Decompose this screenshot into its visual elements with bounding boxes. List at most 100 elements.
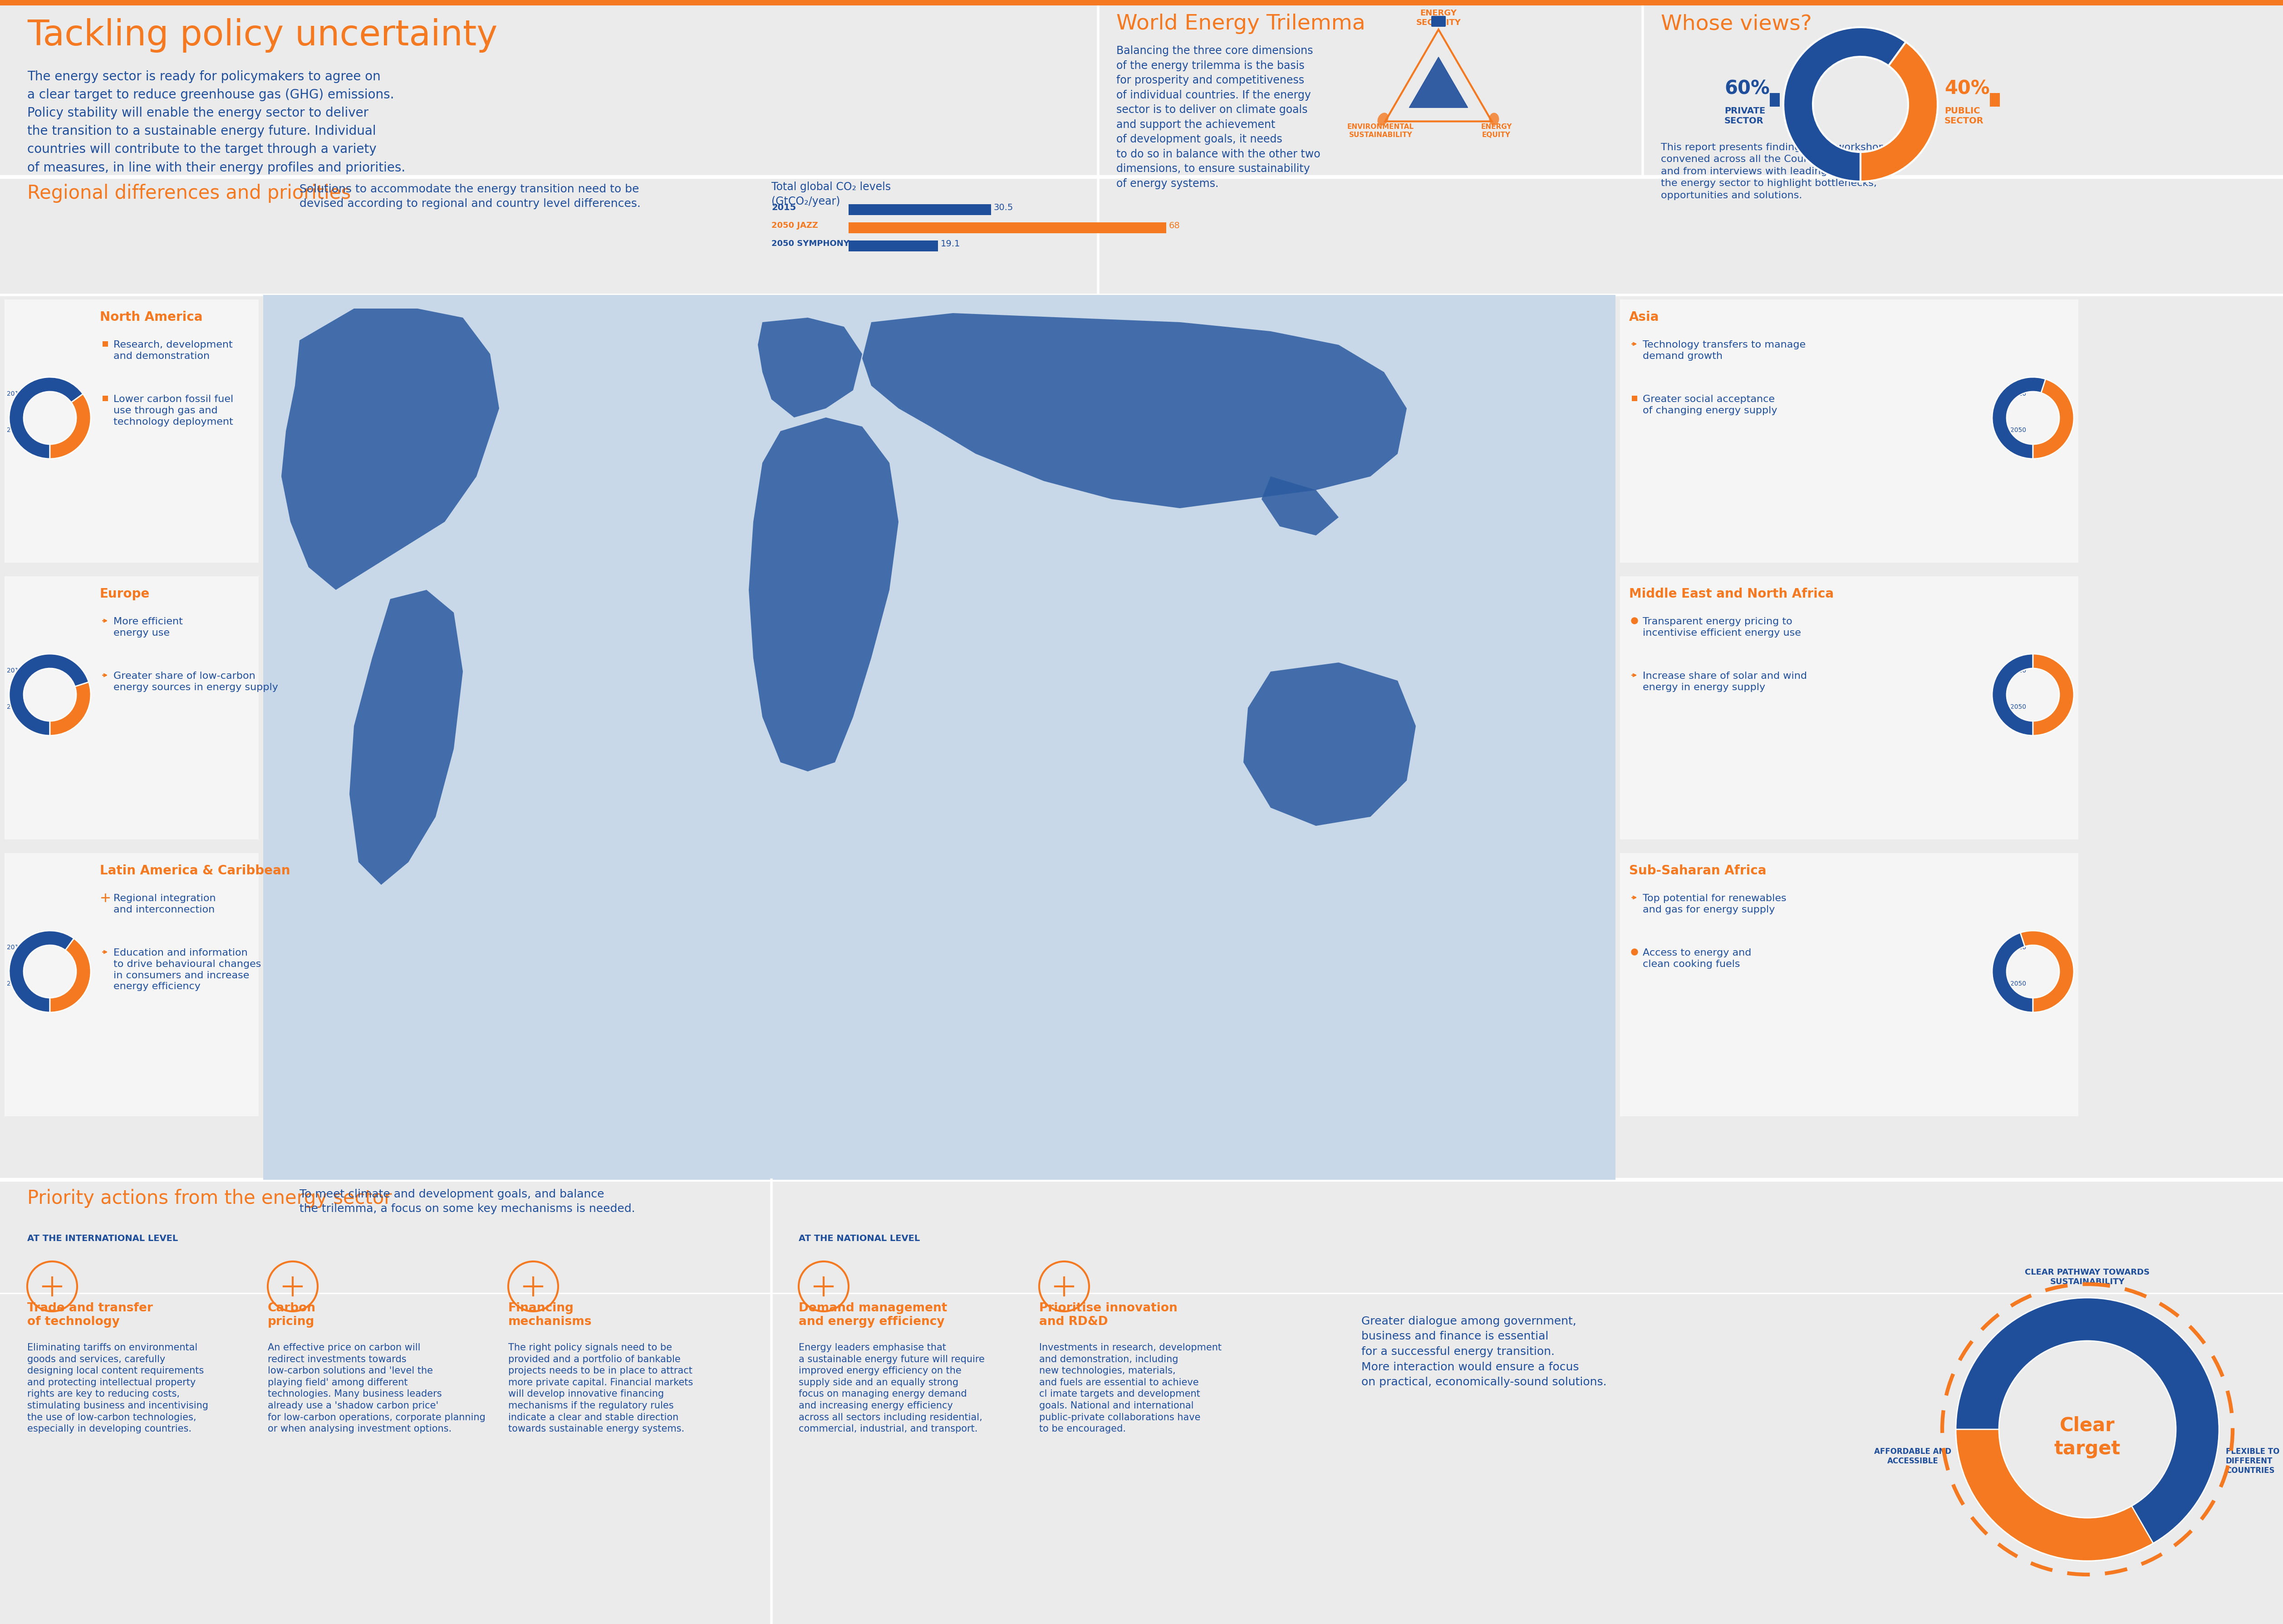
Text: Lower carbon fossil fuel
use through gas and
technology deployment: Lower carbon fossil fuel use through gas… (114, 395, 233, 427)
Text: AFFORDABLE AND
ACCESSIBLE: AFFORDABLE AND ACCESSIBLE (1874, 1447, 1952, 1465)
Text: Prioritise innovation
and RD&D: Prioritise innovation and RD&D (1039, 1302, 1178, 1328)
Text: Greater share of low-carbon
energy sources in energy supply: Greater share of low-carbon energy sourc… (114, 672, 279, 692)
Bar (263, 296, 1616, 1179)
Wedge shape (1861, 42, 1938, 182)
Text: Greater dialogue among government,
business and finance is essential
for a succe: Greater dialogue among government, busin… (1361, 1315, 1607, 1387)
Wedge shape (50, 939, 91, 1012)
Wedge shape (1993, 932, 2032, 1012)
Circle shape (1630, 948, 1637, 955)
Bar (1621, 853, 2078, 1116)
Bar (849, 240, 938, 252)
Wedge shape (9, 654, 89, 736)
Text: PRIVATE
SECTOR: PRIVATE SECTOR (1724, 107, 1765, 125)
Bar (103, 396, 107, 401)
Ellipse shape (1377, 112, 1388, 125)
Wedge shape (9, 377, 82, 458)
Text: 40%: 40% (1945, 80, 1991, 99)
Bar (1632, 396, 1637, 401)
Text: Solutions to accommodate the energy transition need to be
devised according to r: Solutions to accommodate the energy tran… (299, 184, 642, 209)
Text: 2050: 2050 (2011, 427, 2025, 434)
Text: 2050: 2050 (2011, 703, 2025, 710)
Wedge shape (1993, 654, 2032, 736)
Wedge shape (9, 931, 73, 1012)
Text: Regional differences and priorities: Regional differences and priorities (27, 184, 352, 203)
Polygon shape (863, 313, 1406, 508)
Text: Regional integration
and interconnection: Regional integration and interconnection (114, 893, 217, 914)
Wedge shape (1957, 1298, 2219, 1561)
Text: To meet climate and development goals, and balance
the trilemma, a focus on some: To meet climate and development goals, a… (299, 1189, 635, 1215)
Text: 2050: 2050 (2011, 981, 2025, 987)
Wedge shape (2032, 654, 2073, 736)
Bar (1621, 577, 2078, 840)
Polygon shape (1409, 57, 1468, 107)
Text: 30.5: 30.5 (993, 203, 1014, 211)
Text: 2050: 2050 (7, 703, 23, 710)
Text: More efficient
energy use: More efficient energy use (114, 617, 183, 638)
Text: 2010: 2010 (7, 391, 23, 396)
Text: 2010: 2010 (2011, 667, 2027, 674)
Wedge shape (1783, 28, 1906, 182)
Polygon shape (349, 590, 463, 885)
Text: CLEAR PATHWAY TOWARDS
SUSTAINABILITY: CLEAR PATHWAY TOWARDS SUSTAINABILITY (2025, 1268, 2151, 1286)
Text: Tackling policy uncertainty: Tackling policy uncertainty (27, 18, 498, 52)
Polygon shape (758, 318, 863, 417)
Text: Financing
mechanisms: Financing mechanisms (509, 1302, 591, 1328)
Polygon shape (281, 309, 500, 590)
Polygon shape (1244, 663, 1415, 827)
Text: Investments in research, development
and demonstration, including
new technologi: Investments in research, development and… (1039, 1343, 1221, 1434)
Text: Balancing the three core dimensions
of the energy trilemma is the basis
for pros: Balancing the three core dimensions of t… (1116, 45, 1320, 188)
Wedge shape (1993, 377, 2046, 458)
Text: Whose views?: Whose views? (1660, 13, 1813, 34)
Bar (849, 205, 991, 214)
Text: The energy sector is ready for policymakers to agree on
a clear target to reduce: The energy sector is ready for policymak… (27, 70, 406, 174)
Text: 2010: 2010 (2011, 391, 2027, 396)
Text: Carbon
pricing: Carbon pricing (267, 1302, 315, 1328)
Wedge shape (2032, 378, 2073, 458)
Bar (5, 299, 258, 562)
Bar (1769, 93, 1781, 107)
Text: 2050: 2050 (7, 981, 23, 987)
Text: Transparent energy pricing to
incentivise efficient energy use: Transparent energy pricing to incentivis… (1644, 617, 1801, 638)
Text: North America: North America (100, 310, 203, 323)
Text: Trade and transfer
of technology: Trade and transfer of technology (27, 1302, 153, 1328)
Text: 2010: 2010 (7, 944, 23, 950)
Text: 19.1: 19.1 (941, 240, 961, 248)
Polygon shape (749, 417, 900, 771)
Text: Clear
target: Clear target (2055, 1416, 2121, 1458)
Text: 2050 SYMPHONY: 2050 SYMPHONY (772, 240, 849, 248)
Bar (0, 0, 2283, 5)
Wedge shape (50, 682, 91, 736)
Bar (103, 341, 107, 346)
Text: The right policy signals need to be
provided and a portfolio of bankable
project: The right policy signals need to be prov… (509, 1343, 694, 1434)
Text: 68: 68 (1169, 221, 1180, 231)
Text: Europe: Europe (100, 588, 151, 601)
Text: FLEXIBLE TO
DIFFERENT
COUNTRIES: FLEXIBLE TO DIFFERENT COUNTRIES (2226, 1447, 2278, 1475)
Bar (5, 577, 258, 840)
Text: ENERGY
SECURITY: ENERGY SECURITY (1415, 10, 1461, 26)
Text: 2015: 2015 (772, 203, 797, 211)
Text: Eliminating tariffs on environmental
goods and services, carefully
designing loc: Eliminating tariffs on environmental goo… (27, 1343, 208, 1434)
Text: 2050: 2050 (7, 427, 23, 434)
Text: Technology transfers to manage
demand growth: Technology transfers to manage demand gr… (1644, 341, 1806, 361)
Ellipse shape (1489, 112, 1500, 125)
Bar (849, 222, 1167, 234)
Text: Greater social acceptance
of changing energy supply: Greater social acceptance of changing en… (1644, 395, 1776, 416)
Text: Top potential for renewables
and gas for energy supply: Top potential for renewables and gas for… (1644, 893, 1785, 914)
Text: ENVIRONMENTAL
SUSTAINABILITY: ENVIRONMENTAL SUSTAINABILITY (1347, 123, 1413, 138)
Bar (5, 853, 258, 1116)
Text: Energy leaders emphasise that
a sustainable energy future will require
improved : Energy leaders emphasise that a sustaina… (799, 1343, 984, 1434)
Text: Priority actions from the energy sector: Priority actions from the energy sector (27, 1189, 393, 1208)
Circle shape (1630, 617, 1637, 624)
Text: Asia: Asia (1630, 310, 1660, 323)
Text: 2010: 2010 (7, 667, 23, 674)
Text: Sub-Saharan Africa: Sub-Saharan Africa (1630, 864, 1767, 877)
Text: AT THE NATIONAL LEVEL: AT THE NATIONAL LEVEL (799, 1234, 920, 1242)
Text: AT THE INTERNATIONAL LEVEL: AT THE INTERNATIONAL LEVEL (27, 1234, 178, 1242)
Text: ENERGY
EQUITY: ENERGY EQUITY (1482, 123, 1511, 138)
Text: Demand management
and energy efficiency: Demand management and energy efficiency (799, 1302, 947, 1328)
Text: Research, development
and demonstration: Research, development and demonstration (114, 341, 233, 361)
Text: 2050 JAZZ: 2050 JAZZ (772, 221, 817, 229)
Wedge shape (2020, 931, 2073, 1012)
Text: Total global CO₂ levels
(GtCO₂/year): Total global CO₂ levels (GtCO₂/year) (772, 182, 890, 206)
Text: PUBLIC
SECTOR: PUBLIC SECTOR (1945, 107, 1984, 125)
